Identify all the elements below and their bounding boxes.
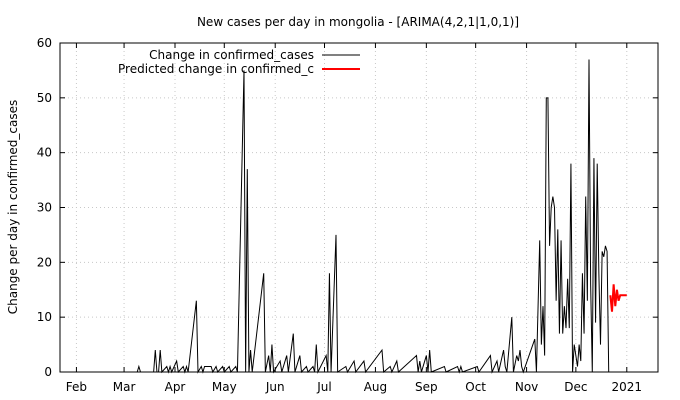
x-tick-label: Oct	[465, 380, 486, 394]
y-tick-label: 50	[37, 91, 52, 105]
x-tick-label: Sep	[415, 380, 438, 394]
y-tick-label: 30	[37, 201, 52, 215]
x-tick-label: Aug	[364, 380, 387, 394]
series-group	[136, 59, 627, 374]
legend-label: Predicted change in confirmed_c	[118, 62, 314, 76]
y-tick-label: 20	[37, 255, 52, 269]
x-tick-label: Apr	[165, 380, 186, 394]
x-tick-label: Dec	[564, 380, 587, 394]
x-tick-label: Nov	[515, 380, 538, 394]
y-tick-label: 60	[37, 36, 52, 50]
y-axis-label: Change per day in confirmed_cases	[6, 100, 20, 315]
legend-label: Change in confirmed_cases	[149, 48, 314, 62]
grid	[60, 43, 658, 372]
x-tick-label: Feb	[66, 380, 87, 394]
series-line-confirmed	[136, 59, 610, 374]
chart-title: New cases per day in mongolia - [ARIMA(4…	[197, 15, 519, 29]
x-tick-label: Jun	[265, 380, 285, 394]
x-ticks: Feb Mar Apr May Jun Jul Aug Sep Oct Nov Dec 2021	[66, 43, 642, 394]
y-tick-label: 0	[44, 365, 52, 379]
series-line-predicted	[609, 284, 627, 312]
y-ticks: 0 10 20 30 40 50 60	[37, 36, 658, 379]
y-tick-label: 40	[37, 146, 52, 160]
y-tick-label: 10	[37, 310, 52, 324]
x-tick-label: Jul	[316, 380, 331, 394]
x-tick-label: May	[212, 380, 237, 394]
x-tick-label: Mar	[113, 380, 136, 394]
x-tick-label: 2021	[612, 380, 643, 394]
